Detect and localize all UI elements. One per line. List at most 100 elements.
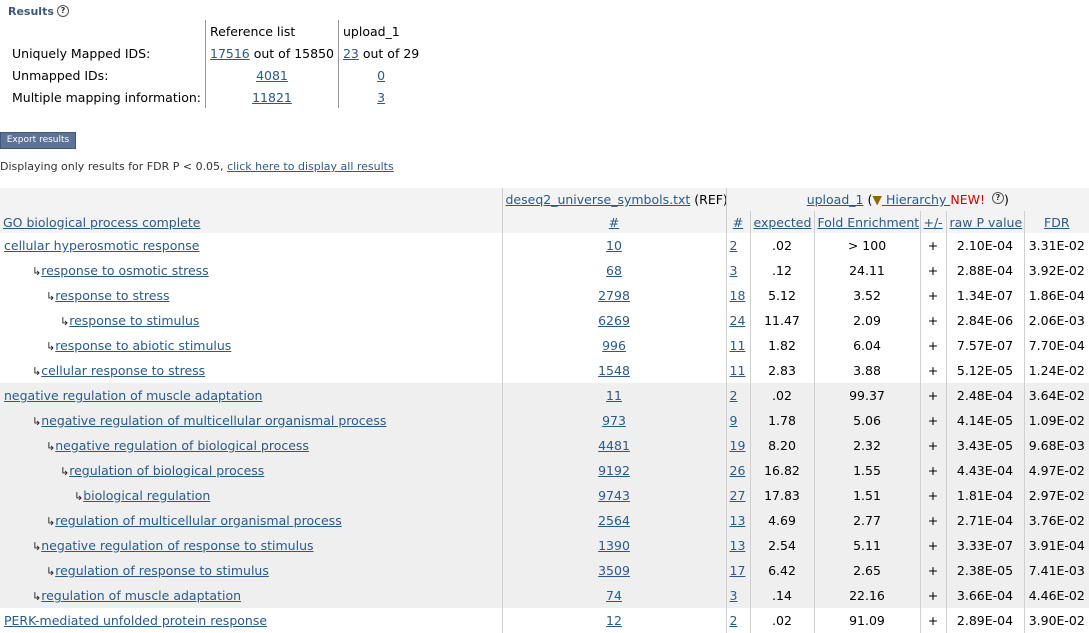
column-header-fdr[interactable]: FDR — [1044, 214, 1070, 230]
table-row: ↳response to stress 2798 18 5.12 3.52 +1.34E-… — [0, 283, 1089, 308]
count-cell: 18 — [725, 283, 750, 308]
sign-cell: + — [919, 283, 946, 308]
raw-p-cell: 3.43E-05 — [945, 433, 1024, 458]
ref-count-link[interactable]: 9192 — [598, 463, 630, 478]
summary-header-blank — [8, 20, 206, 42]
go-term-link[interactable]: negative regulation of biological proces… — [55, 438, 309, 453]
go-term-link[interactable]: negative regulation of muscle adaptation — [4, 388, 263, 403]
results-title-text: Results — [8, 5, 54, 18]
go-term-link[interactable]: regulation of multicellular organismal p… — [55, 513, 342, 528]
sign-cell: + — [919, 233, 946, 258]
go-term-link[interactable]: cellular hyperosmotic response — [4, 238, 200, 253]
sign-cell: + — [919, 508, 946, 533]
ref-mapped-link[interactable]: 17516 — [210, 45, 250, 61]
count-link[interactable]: 17 — [729, 563, 746, 578]
go-term-link[interactable]: cellular response to stress — [41, 363, 206, 378]
ref-count-link[interactable]: 68 — [606, 263, 622, 278]
ref-count-link[interactable]: 3509 — [598, 563, 630, 578]
summary-header-upload: upload_1 — [337, 20, 424, 42]
ref-count-link[interactable]: 996 — [602, 338, 626, 353]
ref-multiple-link[interactable]: 11821 — [252, 89, 292, 105]
go-term-link[interactable]: negative regulation of response to stimu… — [41, 538, 314, 553]
sign-cell: + — [919, 458, 946, 483]
count-link[interactable]: 27 — [729, 488, 746, 503]
count-link[interactable]: 11 — [729, 363, 746, 378]
count-link[interactable]: 2 — [729, 238, 738, 253]
ref-count-link[interactable]: 4481 — [598, 438, 630, 453]
count-link[interactable]: 9 — [729, 413, 738, 428]
raw-p-cell: 2.38E-05 — [945, 558, 1024, 583]
count-link[interactable]: 19 — [729, 438, 746, 453]
go-term-link[interactable]: response to stimulus — [69, 313, 200, 328]
count-link[interactable]: 3 — [729, 588, 738, 603]
column-header-raw-p[interactable]: raw P value — [949, 214, 1023, 230]
go-term-link[interactable]: regulation of muscle adaptation — [41, 588, 242, 603]
ref-count-link[interactable]: 9743 — [598, 488, 630, 503]
child-arrow-icon: ↳ — [46, 440, 56, 453]
expected-cell: 2.83 — [749, 358, 814, 383]
help-icon[interactable]: ? — [991, 192, 1004, 204]
count-link[interactable]: 13 — [729, 513, 746, 528]
ref-count-link[interactable]: 2564 — [598, 513, 630, 528]
count-link[interactable]: 2 — [729, 613, 738, 628]
ref-count-link[interactable]: 74 — [606, 588, 622, 603]
ref-list-header: deseq2_universe_symbols.txt (REF) — [501, 188, 726, 211]
count-link[interactable]: 3 — [729, 263, 738, 278]
ref-count-link[interactable]: 11 — [606, 388, 622, 403]
column-header-expected[interactable]: expected — [753, 214, 812, 230]
count-link[interactable]: 13 — [729, 538, 746, 553]
column-header-count[interactable]: # — [732, 214, 744, 230]
ref-unmapped-link[interactable]: 4081 — [256, 67, 288, 83]
table-row: ↳regulation of biological process 9192 26 1… — [0, 458, 1089, 483]
sign-cell: + — [919, 533, 946, 558]
ref-count-link[interactable]: 6269 — [598, 313, 630, 328]
ref-count-cell: 2564 — [501, 508, 726, 533]
table-row: ↳cellular response to stress 1548 11 2.83 3.… — [0, 358, 1089, 383]
ref-count-link[interactable]: 2798 — [598, 288, 630, 303]
fdr-cell: 3.92E-02 — [1023, 258, 1089, 283]
count-link[interactable]: 18 — [729, 288, 746, 303]
go-term-link[interactable]: regulation of response to stimulus — [55, 563, 269, 578]
ref-count-link[interactable]: 1548 — [598, 363, 630, 378]
export-results-button[interactable]: Export results — [0, 132, 76, 149]
ref-count-cell: 74 — [501, 583, 726, 608]
ref-count-link[interactable]: 1390 — [598, 538, 630, 553]
child-arrow-icon: ↳ — [60, 315, 70, 328]
upload-multiple-link[interactable]: 3 — [377, 89, 386, 105]
upload-unmapped-link[interactable]: 0 — [377, 67, 386, 83]
count-link[interactable]: 24 — [729, 313, 746, 328]
upload-link[interactable]: upload_1 — [806, 192, 864, 207]
ref-count-link[interactable]: 10 — [606, 238, 622, 253]
ref-file-link[interactable]: deseq2_universe_symbols.txt — [505, 192, 691, 207]
go-term-link[interactable]: response to stress — [55, 288, 170, 303]
go-term-link[interactable]: PERK-mediated unfolded protein response — [4, 613, 268, 628]
go-term-link[interactable]: negative regulation of multicellular org… — [41, 413, 387, 428]
fdr-cell: 2.97E-02 — [1023, 483, 1089, 508]
column-header-fold-enrichment[interactable]: Fold Enrichment — [817, 214, 920, 230]
go-term-link[interactable]: response to osmotic stress — [41, 263, 209, 278]
child-arrow-icon: ↳ — [32, 540, 42, 553]
column-header-term[interactable]: GO biological process complete — [3, 214, 201, 230]
count-cell: 3 — [725, 583, 750, 608]
raw-p-cell: 3.66E-04 — [945, 583, 1024, 608]
ref-count-link[interactable]: 12 — [606, 613, 622, 628]
child-arrow-icon: ↳ — [46, 515, 56, 528]
count-link[interactable]: 26 — [729, 463, 746, 478]
count-link[interactable]: 11 — [729, 338, 746, 353]
raw-p-cell: 3.33E-07 — [945, 533, 1024, 558]
ref-count-link[interactable]: 973 — [602, 413, 626, 428]
go-term-link[interactable]: biological regulation — [83, 488, 211, 503]
column-header-ref-count[interactable]: # — [608, 214, 620, 230]
ref-count-cell: 996 — [501, 333, 726, 358]
help-icon[interactable]: ? — [56, 5, 69, 17]
count-link[interactable]: 2 — [729, 388, 738, 403]
fold-enrichment-cell: 24.11 — [813, 258, 920, 283]
go-term-link[interactable]: regulation of biological process — [69, 463, 265, 478]
upload-mapped-link[interactable]: 23 — [342, 45, 359, 61]
column-header-sign[interactable]: +/- — [923, 214, 943, 230]
expected-cell: 8.20 — [749, 433, 814, 458]
go-term-link[interactable]: response to abiotic stimulus — [55, 338, 232, 353]
hierarchy-suffix: ) — [1003, 192, 1009, 207]
display-all-results-link[interactable]: click here to display all results — [227, 160, 394, 173]
hierarchy-link[interactable]: Hierarchy — [881, 192, 951, 207]
